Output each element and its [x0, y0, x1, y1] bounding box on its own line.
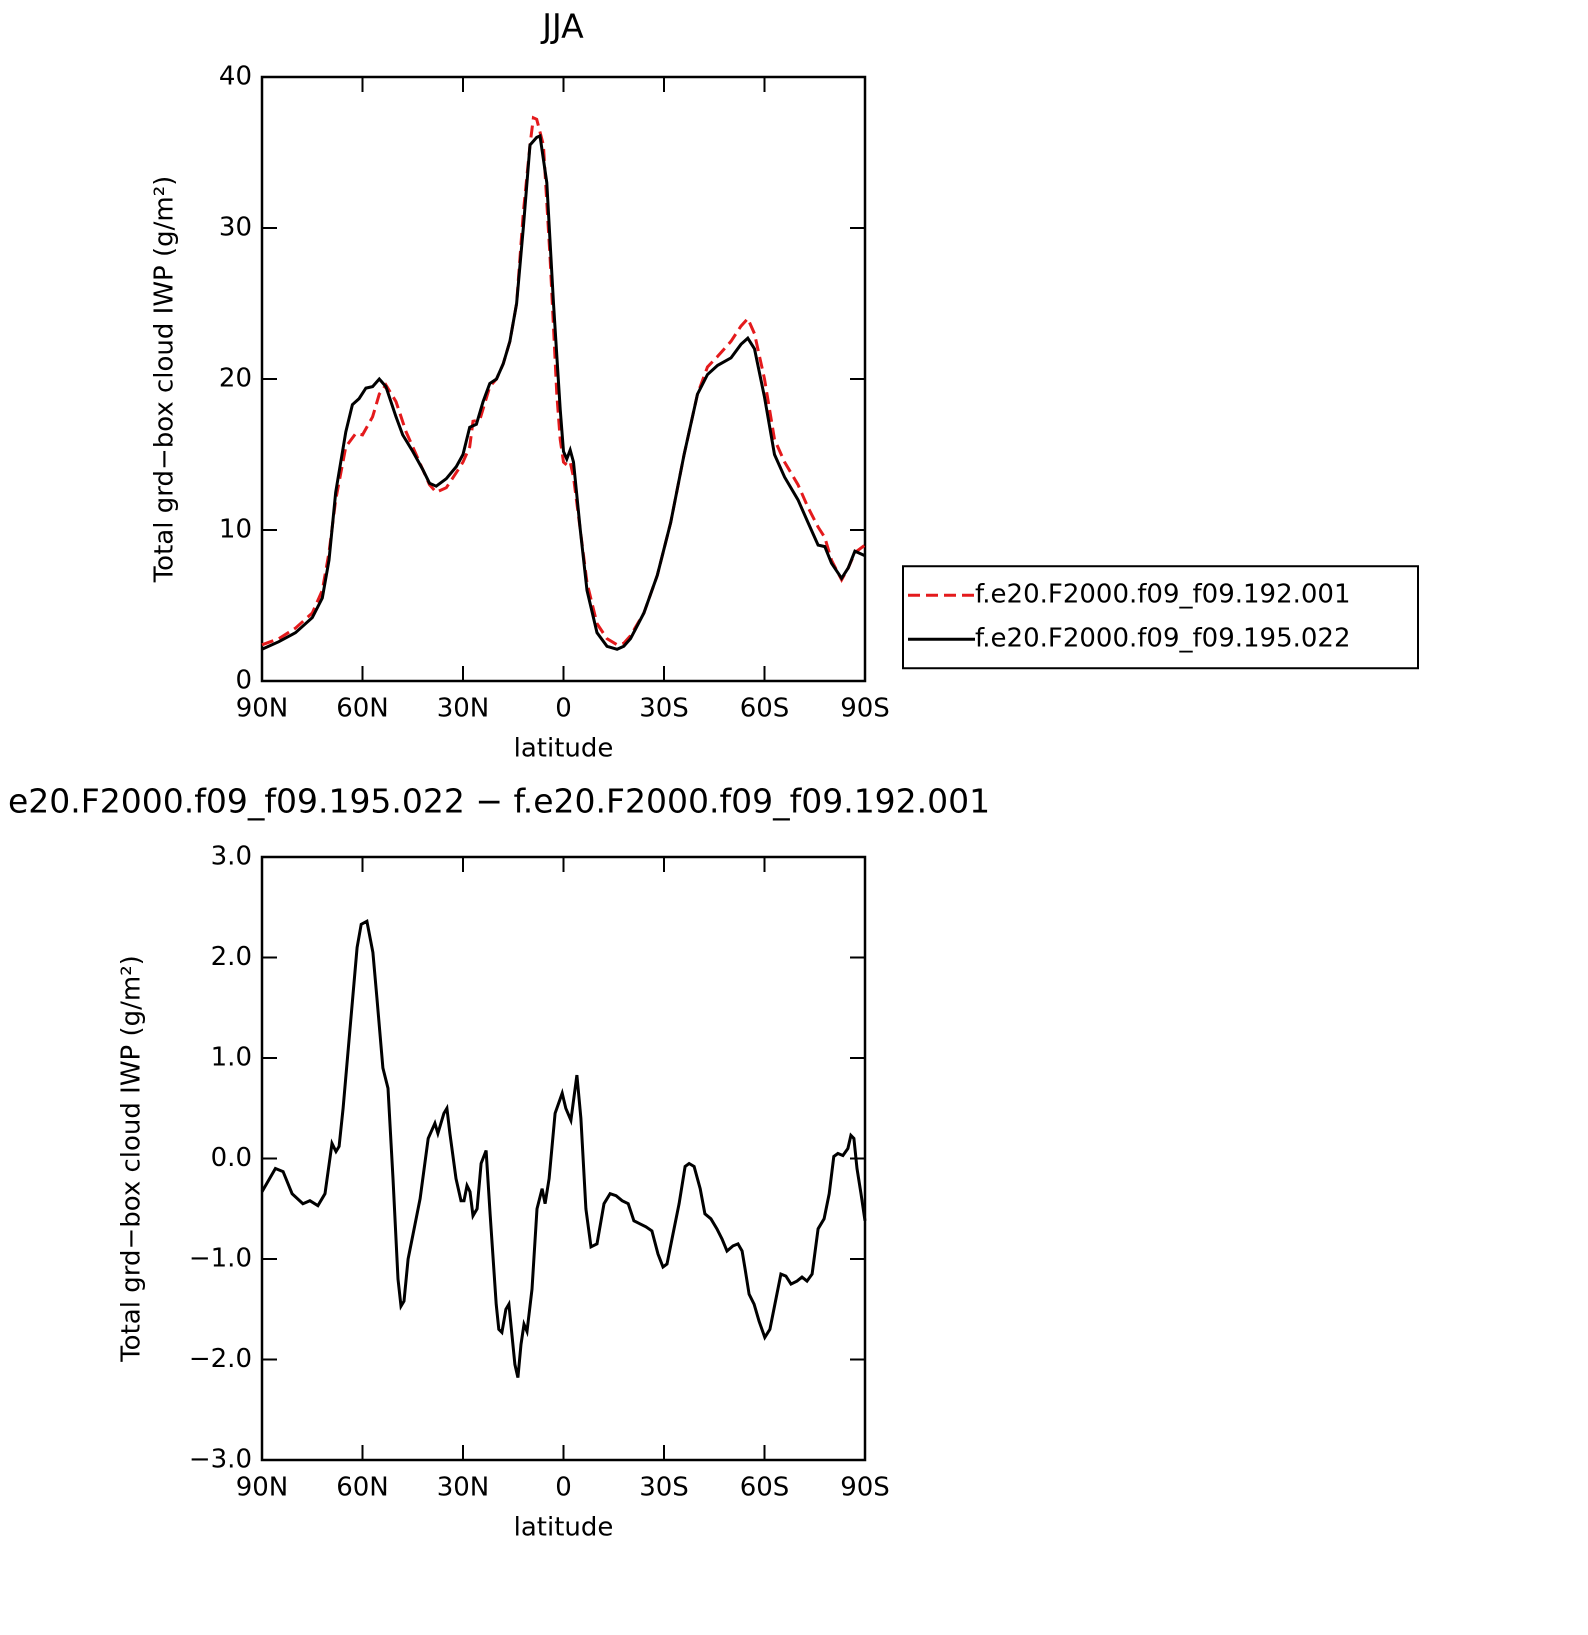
y-tick-label: 30	[219, 213, 252, 243]
y-tick-label: 20	[219, 364, 252, 394]
y-axis-label: Total grd−box cloud IWP (g/m²)	[117, 955, 147, 1363]
x-tick-label: 90S	[840, 1473, 890, 1503]
y-tick-label: −2.0	[189, 1344, 252, 1374]
y-tick-label: 1.0	[211, 1043, 252, 1073]
data-line	[261, 133, 866, 651]
x-tick-label: 60S	[740, 694, 790, 724]
y-tick-label: 2.0	[211, 942, 252, 972]
x-tick-label: 90N	[236, 694, 289, 724]
legend-label: f.e20.F2000.f09_f09.192.001	[975, 580, 1351, 610]
x-tick-label: 30S	[639, 694, 689, 724]
x-tick-label: 0	[555, 1473, 572, 1503]
x-axis-label: latitude	[514, 734, 614, 764]
x-tick-label: 90N	[236, 1473, 289, 1503]
x-axis-label: latitude	[514, 1513, 614, 1543]
y-tick-label: 40	[219, 62, 252, 92]
x-tick-label: 30N	[437, 694, 490, 724]
x-tick-label: 90S	[840, 694, 890, 724]
y-tick-label: −1.0	[189, 1244, 252, 1274]
plot-frame	[260, 855, 867, 1462]
y-tick-label: 10	[219, 515, 252, 545]
x-tick-label: 60N	[336, 1473, 389, 1503]
data-line	[260, 919, 867, 1378]
y-axis-label: Total grd−box cloud IWP (g/m²)	[150, 176, 180, 584]
x-tick-label: 60N	[336, 694, 389, 724]
x-tick-label: 30N	[437, 1473, 490, 1503]
x-tick-label: 30S	[639, 1473, 689, 1503]
chart-title: JJA	[540, 7, 584, 46]
plot-frame	[260, 75, 867, 683]
x-tick-label: 60S	[740, 1473, 790, 1503]
x-tick-label: 0	[555, 694, 572, 724]
y-tick-label: 0.0	[211, 1143, 252, 1173]
legend-box	[902, 565, 1419, 670]
chart-title: e20.F2000.f09_f09.195.022 − f.e20.F2000.…	[8, 782, 990, 821]
y-tick-label: −3.0	[189, 1445, 252, 1475]
y-tick-label: 3.0	[211, 842, 252, 872]
y-tick-label: 0	[235, 666, 252, 696]
legend-label: f.e20.F2000.f09_f09.195.022	[975, 624, 1351, 654]
data-line	[261, 115, 866, 647]
